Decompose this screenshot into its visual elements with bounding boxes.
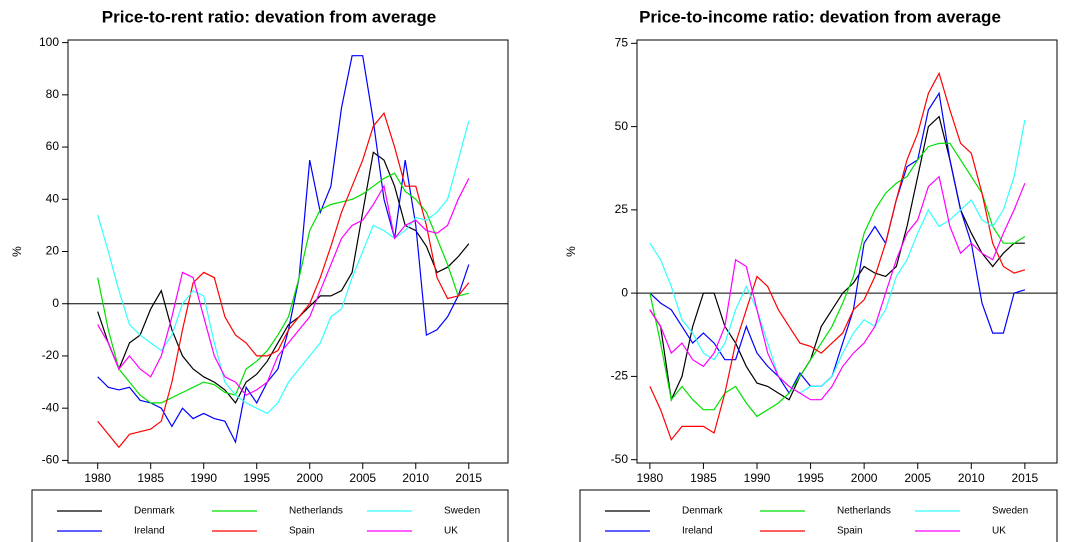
legend-label: Sweden — [992, 506, 1028, 517]
series-line — [97, 172, 469, 404]
y-tick-label: 80 — [46, 87, 60, 101]
legend-label: Sweden — [444, 506, 480, 517]
series-line — [649, 91, 1026, 395]
y-tick-label: 50 — [615, 119, 629, 133]
y-tick-label: -50 — [611, 452, 629, 466]
y-tick-label: 0 — [52, 296, 59, 310]
series-line — [649, 142, 1026, 418]
chart-title: Price-to-income ratio: devation from ave… — [639, 7, 1001, 26]
series-line — [649, 175, 1026, 401]
y-tick-label: 100 — [39, 35, 59, 49]
series-line — [649, 71, 1026, 441]
y-tick-label: -25 — [611, 369, 629, 383]
y-tick-label: 25 — [615, 202, 629, 216]
legend-label: Ireland — [682, 526, 713, 537]
legend-frame — [579, 489, 1058, 542]
legend-label: Denmark — [134, 506, 176, 517]
legend-frame — [31, 489, 509, 542]
x-tick-label: 1995 — [243, 471, 270, 485]
y-tick-label: 75 — [615, 36, 629, 50]
plot-frame — [636, 39, 1058, 464]
legend-label: Netherlands — [289, 506, 343, 517]
y-tick-label: 60 — [46, 139, 60, 153]
legend-label: Spain — [289, 526, 315, 537]
x-tick-label: 1990 — [190, 471, 217, 485]
y-axis-label: % — [10, 246, 24, 257]
x-tick-label: 2010 — [958, 471, 985, 485]
y-tick-label: -60 — [42, 453, 60, 467]
x-tick-label: 1990 — [744, 471, 771, 485]
series-line — [97, 151, 470, 404]
legend-label: UK — [444, 526, 458, 537]
y-tick-label: -40 — [42, 400, 60, 414]
x-tick-label: 2000 — [851, 471, 878, 485]
x-tick-label: 2005 — [349, 471, 376, 485]
x-tick-label: 2000 — [296, 471, 323, 485]
plot-frame — [67, 39, 509, 464]
series-line — [649, 115, 1025, 402]
y-tick-label: 0 — [621, 285, 628, 299]
x-tick-label: 2010 — [402, 471, 429, 485]
x-tick-label: 2005 — [904, 471, 931, 485]
chart-title: Price-to-rent ratio: devation from avera… — [102, 7, 436, 26]
legend-label: Ireland — [134, 526, 165, 537]
x-tick-label: 1985 — [137, 471, 164, 485]
legend-label: Netherlands — [837, 506, 891, 517]
y-tick-label: 40 — [46, 191, 60, 205]
series-line — [97, 178, 470, 396]
legend-label: Spain — [837, 526, 863, 537]
x-tick-label: 1995 — [797, 471, 824, 485]
series-line — [97, 111, 470, 449]
x-tick-label: 1980 — [637, 471, 664, 485]
y-axis-label: % — [564, 246, 578, 257]
y-tick-label: 20 — [46, 244, 60, 258]
x-tick-label: 1980 — [84, 471, 111, 485]
series-line — [97, 55, 470, 444]
legend-label: Denmark — [682, 506, 724, 517]
x-tick-label: 2015 — [455, 471, 482, 485]
y-tick-label: -20 — [42, 348, 60, 362]
x-tick-label: 1985 — [690, 471, 717, 485]
legend-label: UK — [992, 526, 1006, 537]
series-line — [649, 119, 1026, 394]
x-tick-label: 2015 — [1012, 471, 1039, 485]
series-line — [97, 120, 470, 415]
